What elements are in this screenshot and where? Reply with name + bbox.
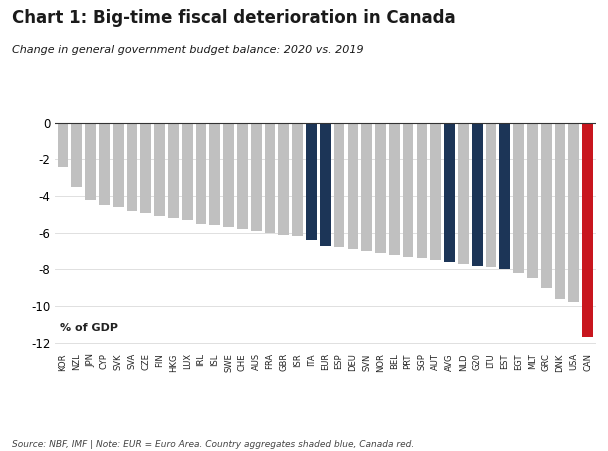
Bar — [113, 123, 123, 207]
Bar — [527, 123, 537, 278]
Bar — [71, 123, 82, 187]
Bar — [361, 123, 372, 251]
Bar — [554, 123, 565, 299]
Bar — [486, 123, 496, 267]
Bar — [210, 123, 220, 226]
Bar — [541, 123, 551, 288]
Bar — [430, 123, 441, 260]
Bar — [320, 123, 331, 245]
Bar — [99, 123, 110, 205]
Bar — [444, 123, 455, 262]
Bar — [472, 123, 483, 266]
Bar — [292, 123, 303, 236]
Bar — [196, 123, 207, 224]
Bar — [458, 123, 469, 264]
Bar — [278, 123, 289, 235]
Bar — [85, 123, 96, 200]
Text: Chart 1: Big-time fiscal deterioration in Canada: Chart 1: Big-time fiscal deterioration i… — [12, 9, 456, 27]
Bar — [568, 123, 579, 302]
Bar — [237, 123, 248, 229]
Bar — [348, 123, 358, 249]
Bar — [264, 123, 275, 233]
Bar — [499, 123, 510, 269]
Bar — [416, 123, 427, 258]
Bar — [334, 123, 345, 247]
Text: Change in general government budget balance: 2020 vs. 2019: Change in general government budget bala… — [12, 45, 364, 55]
Bar — [513, 123, 524, 273]
Bar — [306, 123, 317, 240]
Bar — [582, 123, 593, 337]
Bar — [389, 123, 399, 255]
Bar — [168, 123, 179, 218]
Bar — [140, 123, 151, 212]
Text: Source: NBF, IMF | Note: EUR = Euro Area. Country aggregates shaded blue, Canada: Source: NBF, IMF | Note: EUR = Euro Area… — [12, 440, 415, 449]
Bar — [223, 123, 234, 227]
Bar — [402, 123, 413, 257]
Bar — [154, 123, 165, 216]
Bar — [375, 123, 386, 253]
Bar — [251, 123, 261, 231]
Text: % of GDP: % of GDP — [60, 323, 118, 333]
Bar — [182, 123, 193, 220]
Bar — [58, 123, 68, 167]
Bar — [126, 123, 137, 211]
